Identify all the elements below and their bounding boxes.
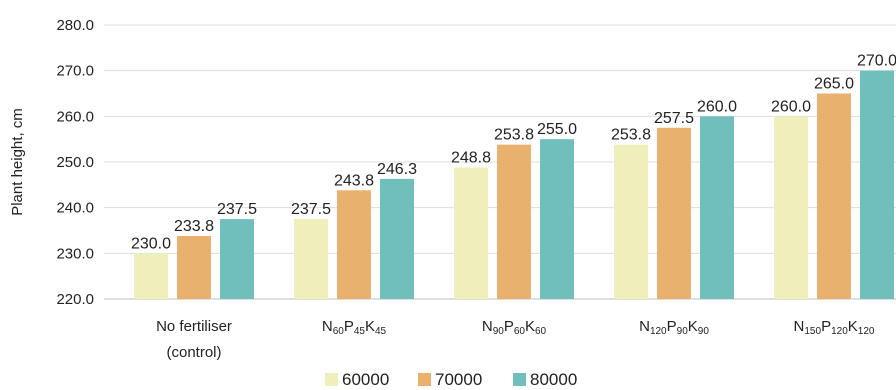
legend-swatch-80000 — [513, 373, 526, 386]
bar-80000 — [380, 178, 414, 299]
y-tick-label: 260.0 — [56, 108, 94, 125]
legend: 60000 70000 80000 — [325, 370, 577, 389]
data-label: 270.0 — [857, 53, 896, 70]
bar-70000 — [497, 144, 531, 299]
y-tick-label: 280.0 — [56, 17, 94, 34]
y-tick-label: 250.0 — [56, 154, 94, 171]
data-label: 257.5 — [654, 110, 694, 127]
bar-70000 — [177, 235, 211, 299]
bar-70000 — [337, 190, 371, 299]
bar-60000 — [454, 167, 488, 299]
data-label: 230.0 — [131, 235, 171, 252]
data-label: 233.8 — [174, 218, 214, 235]
y-tick-label: 270.0 — [56, 63, 94, 80]
data-label: 255.0 — [537, 121, 577, 138]
y-tick-label: 240.0 — [56, 200, 94, 217]
x-category-label: N150P120K120 — [794, 318, 875, 337]
bar-70000 — [817, 93, 851, 299]
data-label: 246.3 — [377, 161, 417, 178]
bar-70000 — [657, 127, 691, 299]
legend-swatch-70000 — [418, 373, 431, 386]
data-label: 253.8 — [494, 127, 534, 144]
bar-60000 — [614, 144, 648, 299]
bar-80000 — [540, 139, 574, 299]
y-tick-label: 230.0 — [56, 245, 94, 262]
data-label: 237.5 — [217, 201, 257, 218]
data-label: 260.0 — [771, 98, 811, 115]
y-axis-title: Plant height, cm — [9, 108, 26, 216]
x-category-labels: No fertiliser (control) N60P45K45 N90P60K60… — [156, 318, 875, 361]
data-label: 243.8 — [334, 172, 374, 189]
data-label: 260.0 — [697, 98, 737, 115]
bar-80000 — [860, 70, 894, 300]
x-category-label: N90P60K60 — [482, 318, 547, 337]
bar-80000 — [220, 219, 254, 299]
x-category-label-line2: (control) — [166, 344, 221, 361]
bar-60000 — [294, 219, 328, 299]
data-label: 248.8 — [451, 149, 491, 166]
legend-label: 60000 — [342, 370, 389, 389]
y-tick-label: 220.0 — [56, 291, 94, 308]
y-tick-labels: 220.0 230.0 240.0 250.0 260.0 270.0 280.0 — [56, 17, 94, 308]
data-label: 265.0 — [814, 76, 854, 93]
legend-label: 80000 — [530, 370, 577, 389]
bar-60000 — [774, 116, 808, 299]
bar-60000 — [134, 253, 168, 299]
data-label: 237.5 — [291, 201, 331, 218]
x-category-label: No fertiliser — [156, 318, 232, 335]
bar-80000 — [700, 116, 734, 299]
x-category-label: N60P45K45 — [322, 318, 387, 337]
data-label: 253.8 — [611, 127, 651, 144]
legend-label: 70000 — [435, 370, 482, 389]
x-category-label: N120P90K90 — [639, 318, 709, 337]
legend-swatch-60000 — [325, 373, 338, 386]
bars — [134, 70, 894, 300]
